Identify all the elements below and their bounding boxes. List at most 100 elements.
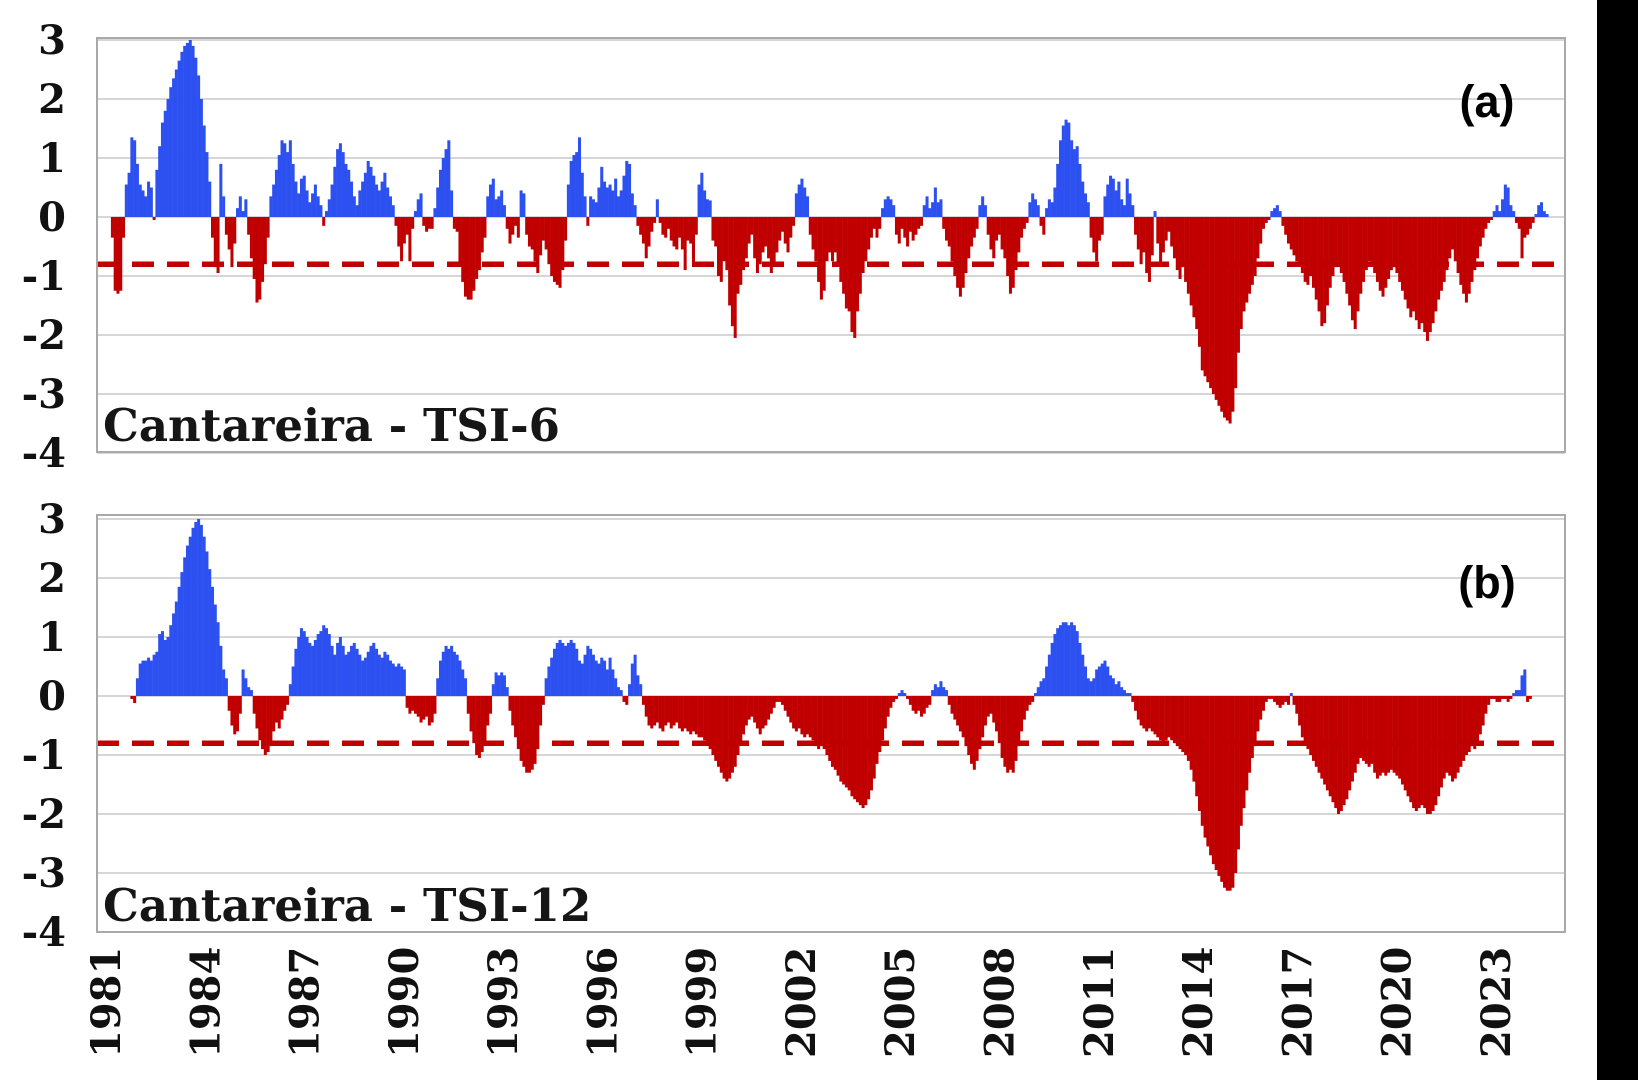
bar bbox=[1181, 696, 1185, 753]
bar bbox=[850, 696, 854, 797]
bar bbox=[989, 696, 993, 714]
bar bbox=[400, 666, 404, 696]
bar bbox=[466, 696, 470, 714]
bar bbox=[522, 696, 526, 767]
bar bbox=[469, 696, 473, 732]
bar bbox=[466, 217, 470, 300]
bar bbox=[1198, 696, 1202, 812]
bar bbox=[280, 140, 284, 217]
bar bbox=[892, 205, 896, 217]
bar bbox=[914, 217, 918, 235]
bar bbox=[869, 217, 873, 238]
bar bbox=[341, 152, 345, 217]
bar bbox=[1414, 217, 1418, 321]
bar bbox=[997, 696, 1001, 744]
bar bbox=[344, 654, 348, 696]
bar bbox=[455, 217, 459, 232]
bar bbox=[1492, 211, 1496, 217]
bar bbox=[1378, 696, 1382, 776]
bar bbox=[1245, 217, 1249, 303]
bar bbox=[1184, 696, 1188, 755]
bar bbox=[1492, 696, 1496, 699]
bar bbox=[363, 657, 367, 696]
bar bbox=[817, 217, 821, 282]
bar bbox=[505, 217, 509, 229]
x-axis-year-label: 1999 bbox=[679, 947, 726, 1058]
bar bbox=[597, 663, 601, 696]
bar bbox=[1420, 217, 1424, 324]
bar bbox=[1042, 678, 1046, 696]
bar bbox=[1236, 217, 1240, 353]
bar bbox=[119, 217, 123, 291]
bar bbox=[1209, 217, 1213, 389]
bar bbox=[717, 696, 721, 767]
bar bbox=[172, 613, 176, 696]
bar bbox=[983, 696, 987, 726]
bar bbox=[1175, 696, 1179, 747]
bar bbox=[1395, 696, 1399, 776]
bar bbox=[1228, 217, 1232, 424]
bar bbox=[711, 696, 715, 755]
bar bbox=[222, 196, 226, 217]
bar bbox=[1359, 696, 1363, 758]
bar bbox=[1387, 217, 1391, 279]
bar bbox=[1170, 696, 1174, 741]
bar bbox=[942, 687, 946, 696]
bar bbox=[686, 217, 690, 241]
bar bbox=[1022, 696, 1026, 720]
bar bbox=[288, 684, 292, 696]
bar bbox=[1086, 678, 1090, 696]
bar bbox=[1337, 217, 1341, 265]
bar bbox=[347, 651, 351, 696]
bar bbox=[1273, 696, 1277, 702]
bar bbox=[539, 217, 543, 256]
bar bbox=[647, 696, 651, 726]
bar bbox=[135, 678, 139, 696]
bar bbox=[683, 217, 687, 271]
bar bbox=[305, 190, 309, 217]
bar bbox=[550, 657, 554, 696]
bar bbox=[936, 687, 940, 696]
bar bbox=[655, 696, 659, 723]
bar bbox=[647, 217, 651, 247]
bar bbox=[388, 660, 392, 696]
bar bbox=[261, 696, 265, 750]
bar bbox=[447, 140, 451, 217]
bar bbox=[1523, 669, 1527, 696]
bar bbox=[1003, 217, 1007, 259]
bar bbox=[502, 205, 506, 217]
bar bbox=[1303, 696, 1307, 744]
bar bbox=[922, 205, 926, 217]
bar bbox=[1528, 696, 1532, 699]
bar bbox=[266, 217, 270, 238]
bar bbox=[894, 217, 898, 235]
bar bbox=[1147, 217, 1151, 282]
bar bbox=[1100, 217, 1104, 235]
bar bbox=[742, 696, 746, 735]
bar bbox=[1501, 696, 1505, 699]
bar bbox=[811, 696, 815, 741]
bar bbox=[505, 687, 509, 696]
bar bbox=[1295, 217, 1299, 262]
bar bbox=[775, 696, 779, 702]
bar bbox=[992, 217, 996, 259]
bar bbox=[166, 99, 170, 217]
bar bbox=[1081, 654, 1085, 696]
bar bbox=[792, 217, 796, 226]
bar bbox=[458, 217, 462, 265]
y-axis-tick-label: -2 bbox=[22, 791, 66, 838]
x-axis-year-label: 1984 bbox=[182, 947, 229, 1058]
bar bbox=[305, 637, 309, 696]
bar bbox=[477, 696, 481, 758]
bar bbox=[1456, 217, 1460, 274]
bar bbox=[1253, 696, 1257, 747]
bar bbox=[872, 217, 876, 229]
bar bbox=[780, 696, 784, 705]
bar bbox=[822, 217, 826, 291]
bar bbox=[1339, 696, 1343, 812]
bar bbox=[883, 696, 887, 729]
bar bbox=[1164, 217, 1168, 241]
bar bbox=[964, 696, 968, 747]
bar bbox=[419, 193, 423, 217]
bar bbox=[575, 648, 579, 696]
